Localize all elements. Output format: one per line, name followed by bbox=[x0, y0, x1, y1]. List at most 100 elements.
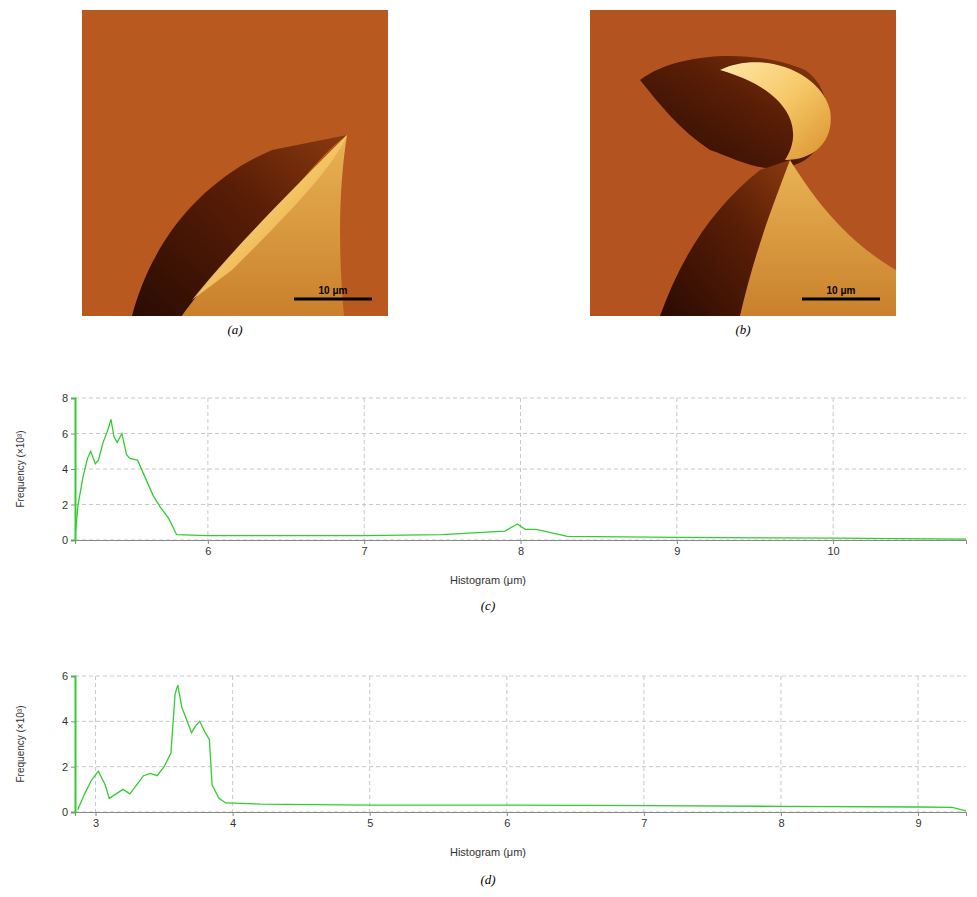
x-axis: 3 4 5 6 7 8 9 bbox=[76, 812, 967, 829]
x-tick-label: 6 bbox=[504, 817, 510, 829]
x-tick-label: 6 bbox=[205, 545, 211, 557]
grid bbox=[75, 398, 966, 540]
y-tick-label: 0 bbox=[62, 806, 68, 818]
grid-line-x bbox=[232, 676, 233, 812]
bright-cap bbox=[720, 62, 831, 160]
y-tick: 0 bbox=[62, 806, 75, 818]
x-tick-mark bbox=[644, 812, 645, 816]
x-tick-mark bbox=[96, 812, 97, 816]
image-background bbox=[82, 10, 388, 316]
y-tick-label: 0 bbox=[62, 534, 68, 546]
y-tick-mark bbox=[71, 540, 75, 541]
histogram-line bbox=[75, 419, 966, 539]
image-content bbox=[82, 10, 388, 316]
plot-area bbox=[78, 685, 966, 811]
grid bbox=[75, 676, 966, 812]
x-tick: 4 bbox=[230, 812, 236, 829]
y-tick-label: 4 bbox=[62, 715, 68, 727]
y-tick: 4 bbox=[62, 463, 75, 475]
bright-plateau bbox=[182, 135, 347, 316]
grid-line-y bbox=[75, 504, 966, 505]
grid-line-y bbox=[75, 721, 966, 722]
bright-plateau bbox=[740, 160, 896, 316]
x-tick-label: 8 bbox=[518, 545, 524, 557]
y-tick: 4 bbox=[62, 715, 75, 727]
y-axis-line bbox=[71, 399, 76, 541]
figure: 10 μm (a) 10 μm (b) 6 7 8 9 10 0 2 4 6 8 Frequency (×1… bbox=[0, 0, 977, 897]
y-tick-mark bbox=[71, 434, 75, 435]
y-tick: 0 bbox=[62, 534, 75, 546]
x-tick: 7 bbox=[362, 540, 368, 557]
grid-line-y bbox=[75, 469, 966, 470]
y-tick-label: 6 bbox=[62, 670, 68, 682]
image-background bbox=[590, 10, 896, 316]
grid-line-x bbox=[369, 676, 370, 812]
y-tick-mark bbox=[71, 469, 75, 470]
x-tick-label: 8 bbox=[778, 817, 784, 829]
y-tick: 6 bbox=[62, 428, 75, 440]
plot-area bbox=[75, 419, 966, 539]
x-tick: 5 bbox=[367, 812, 373, 829]
panel-label: (c) bbox=[481, 598, 495, 613]
chart: 3 4 5 6 7 8 9 0 2 4 6 Frequency (×10³) Histogram (μm… bbox=[15, 670, 967, 887]
x-tick-label: 9 bbox=[915, 817, 921, 829]
afm-image: 10 μm bbox=[82, 10, 388, 316]
x-tick-mark bbox=[521, 540, 522, 544]
x-axis: 6 7 8 9 10 bbox=[76, 540, 967, 557]
x-tick-label: 3 bbox=[93, 817, 99, 829]
grid-line-y bbox=[75, 398, 966, 399]
grid-line-x bbox=[506, 676, 507, 812]
x-axis-line bbox=[76, 541, 967, 545]
grid-line-y bbox=[75, 676, 966, 677]
y-tick-mark bbox=[71, 505, 75, 506]
grid-line-x bbox=[780, 676, 781, 812]
x-tick-label: 5 bbox=[367, 817, 373, 829]
y-tick-mark bbox=[71, 676, 75, 677]
image-content bbox=[590, 10, 896, 316]
grid-line-x bbox=[643, 676, 644, 812]
y-tick-label: 6 bbox=[62, 428, 68, 440]
x-tick-mark bbox=[918, 812, 919, 816]
x-tick-label: 4 bbox=[230, 817, 236, 829]
x-tick-mark bbox=[781, 812, 782, 816]
bright-ridge bbox=[192, 135, 347, 300]
x-tick: 9 bbox=[674, 540, 680, 557]
y-tick-label: 2 bbox=[62, 761, 68, 773]
y-axis: 0 2 4 6 8 bbox=[62, 392, 76, 546]
x-tick-mark bbox=[677, 540, 678, 544]
x-axis-title: Histogram (μm) bbox=[450, 846, 526, 858]
x-tick-mark bbox=[507, 812, 508, 816]
grid-line-x bbox=[520, 398, 521, 540]
y-tick-label: 2 bbox=[62, 499, 68, 511]
panel-label: (b) bbox=[735, 322, 750, 337]
scale-bar bbox=[294, 298, 372, 301]
x-tick-mark bbox=[364, 540, 365, 544]
y-tick: 2 bbox=[62, 761, 75, 773]
y-tick-mark bbox=[71, 398, 75, 399]
x-tick-label: 10 bbox=[828, 545, 840, 557]
y-tick-label: 4 bbox=[62, 463, 68, 475]
x-tick-label: 7 bbox=[641, 817, 647, 829]
x-tick: 6 bbox=[205, 540, 211, 557]
x-tick-mark bbox=[370, 812, 371, 816]
grid-line-x bbox=[95, 676, 96, 812]
x-tick-label: 9 bbox=[674, 545, 680, 557]
grid-line-y bbox=[75, 433, 966, 434]
x-tick: 10 bbox=[828, 540, 840, 557]
chart: 67891002468Frequency (×10³)Histogram (μm… bbox=[15, 392, 967, 613]
x-tick: 6 bbox=[504, 812, 510, 829]
panel-label: (a) bbox=[227, 322, 242, 337]
histogram-line bbox=[78, 685, 966, 811]
grid-line-y bbox=[75, 766, 966, 767]
scale-bar-label: 10 μm bbox=[319, 285, 348, 296]
y-tick: 8 bbox=[62, 392, 75, 404]
y-tick-mark bbox=[71, 812, 75, 813]
scale-bar-label: 10 μm bbox=[827, 285, 856, 296]
y-axis-title: Frequency (×10³) bbox=[15, 431, 26, 508]
x-tick-label: 7 bbox=[362, 545, 368, 557]
x-tick: 7 bbox=[641, 812, 647, 829]
y-axis-title: Frequency (×10³) bbox=[15, 706, 26, 783]
y-axis: 0 2 4 6 bbox=[62, 670, 76, 818]
x-tick: 8 bbox=[778, 812, 784, 829]
scale-bar bbox=[802, 298, 880, 301]
